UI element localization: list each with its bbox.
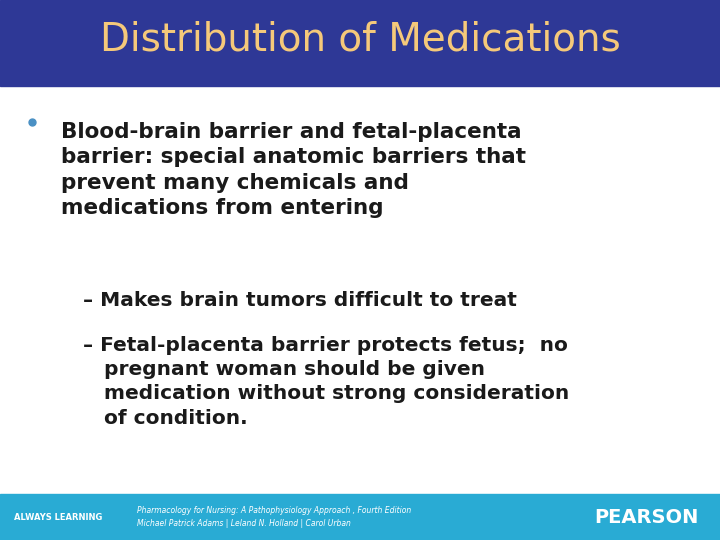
Text: Pharmacology for Nursing: A Pathophysiology Approach , Fourth Edition
Michael Pa: Pharmacology for Nursing: A Pathophysiol… [137,507,411,528]
Text: – Fetal-placenta barrier protects fetus;  no
   pregnant woman should be given
 : – Fetal-placenta barrier protects fetus;… [83,336,569,428]
Text: – Makes brain tumors difficult to treat: – Makes brain tumors difficult to treat [83,291,517,309]
Bar [0,494,720,540]
Text: PEARSON: PEARSON [594,508,698,526]
Text: ALWAYS LEARNING: ALWAYS LEARNING [14,512,103,522]
Bar [0,0,720,80]
Text: Distribution of Medications: Distribution of Medications [99,21,621,59]
Text: Blood-brain barrier and fetal-placenta
barrier: special anatomic barriers that
p: Blood-brain barrier and fetal-placenta b… [61,122,526,218]
Bar [0,80,720,86]
